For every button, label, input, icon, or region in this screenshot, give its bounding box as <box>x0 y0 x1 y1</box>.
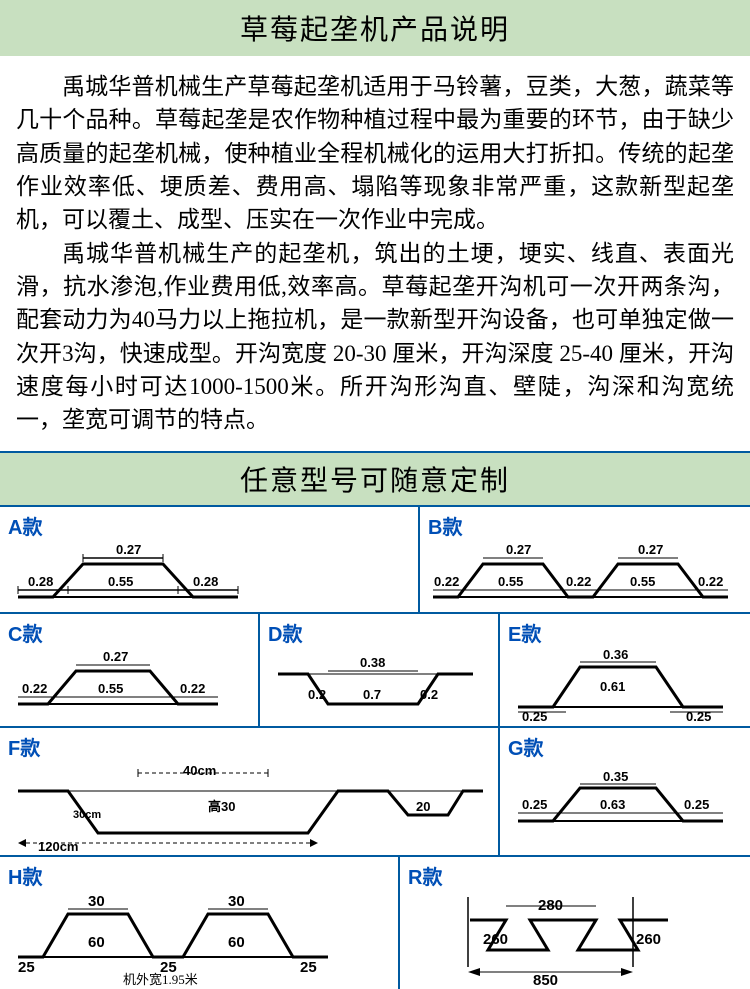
svg-text:0.55: 0.55 <box>98 681 123 696</box>
svg-text:0.27: 0.27 <box>103 649 128 664</box>
svg-text:0.2: 0.2 <box>308 687 326 702</box>
model-r-diagram: 280 260 260 850 <box>408 892 738 987</box>
description-body: 禹城华普机械生产草莓起垄机适用于马铃薯，豆类，大葱，蔬菜等几十个品种。草莓起垄是… <box>0 56 750 451</box>
model-d-label: D款 <box>268 618 492 647</box>
svg-text:0.25: 0.25 <box>684 797 709 812</box>
svg-text:0.63: 0.63 <box>600 797 625 812</box>
svg-text:0.22: 0.22 <box>566 574 591 589</box>
svg-text:0.28: 0.28 <box>193 574 218 589</box>
svg-text:0.25: 0.25 <box>686 709 711 724</box>
svg-text:0.55: 0.55 <box>630 574 655 589</box>
model-f-diagram: 40cm 高30 30cm 20 120cm <box>8 763 488 853</box>
svg-text:40cm: 40cm <box>183 763 216 778</box>
svg-text:0.61: 0.61 <box>600 679 625 694</box>
svg-text:0.7: 0.7 <box>363 687 381 702</box>
svg-text:30: 30 <box>88 893 105 910</box>
paragraph-1: 禹城华普机械生产草莓起垄机适用于马铃薯，豆类，大葱，蔬菜等几十个品种。草莓起垄是… <box>16 70 734 237</box>
model-d-diagram: 0.38 0.2 0.7 0.2 <box>268 649 488 717</box>
cell-b: B款 0.27 0.27 0.22 0.55 0.22 0.55 0.22 <box>420 505 750 612</box>
model-b-diagram: 0.27 0.27 0.22 0.55 0.22 0.55 0.22 <box>428 542 738 610</box>
svg-text:30cm: 30cm <box>73 809 101 821</box>
subtitle: 任意型号可随意定制 <box>0 451 750 505</box>
model-f-label: F款 <box>8 732 492 761</box>
cell-g: G款 0.35 0.25 0.63 0.25 <box>500 726 750 855</box>
svg-text:25: 25 <box>300 959 317 976</box>
paragraph-2: 禹城华普机械生产的起垄机，筑出的土埂，埂实、线直、表面光滑，抗水渗泡,作业费用低… <box>16 237 734 437</box>
svg-text:30: 30 <box>228 893 245 910</box>
svg-text:0.55: 0.55 <box>108 574 133 589</box>
model-r-label: R款 <box>408 861 744 890</box>
svg-text:60: 60 <box>88 934 105 951</box>
svg-text:120cm: 120cm <box>38 839 78 853</box>
svg-text:0.22: 0.22 <box>434 574 459 589</box>
cell-r: R款 280 260 260 850 <box>400 855 750 989</box>
cell-f: F款 40cm 高30 30cm 20 120cm <box>0 726 500 855</box>
model-e-label: E款 <box>508 618 744 647</box>
svg-text:0.22: 0.22 <box>698 574 723 589</box>
svg-text:0.55: 0.55 <box>498 574 523 589</box>
svg-text:0.22: 0.22 <box>22 681 47 696</box>
svg-text:0.22: 0.22 <box>180 681 205 696</box>
svg-text:0.28: 0.28 <box>28 574 53 589</box>
svg-text:260: 260 <box>636 931 661 948</box>
model-g-diagram: 0.35 0.25 0.63 0.25 <box>508 763 738 838</box>
svg-text:高30: 高30 <box>208 799 235 814</box>
svg-text:0.38: 0.38 <box>360 655 385 670</box>
svg-text:0.36: 0.36 <box>603 649 628 662</box>
cell-c: C款 0.27 0.22 0.55 0.22 <box>0 612 260 726</box>
svg-text:0.27: 0.27 <box>116 542 141 557</box>
svg-text:0.2: 0.2 <box>420 687 438 702</box>
svg-text:机外宽1.95米: 机外宽1.95米 <box>123 972 198 987</box>
model-h-label: H款 <box>8 861 392 890</box>
svg-text:20: 20 <box>416 799 430 814</box>
svg-text:0.25: 0.25 <box>522 709 547 724</box>
cell-h: H款 30 30 60 60 25 25 25 机外宽1.95米 <box>0 855 400 989</box>
cell-d: D款 0.38 0.2 0.7 0.2 <box>260 612 500 726</box>
model-a-label: A款 <box>8 511 412 540</box>
svg-text:0.27: 0.27 <box>506 542 531 557</box>
page-title: 草莓起垄机产品说明 <box>0 0 750 56</box>
svg-text:0.27: 0.27 <box>638 542 663 557</box>
cell-a: A款 0.27 0.28 0.55 0.28 <box>0 505 420 612</box>
svg-text:850: 850 <box>533 972 558 987</box>
model-h-diagram: 30 30 60 60 25 25 25 机外宽1.95米 <box>8 892 388 987</box>
model-g-label: G款 <box>508 732 744 761</box>
cell-e: E款 0.36 0.61 0.25 0.25 <box>500 612 750 726</box>
svg-text:0.25: 0.25 <box>522 797 547 812</box>
model-c-label: C款 <box>8 618 252 647</box>
model-c-diagram: 0.27 0.22 0.55 0.22 <box>8 649 238 717</box>
svg-text:25: 25 <box>18 959 35 976</box>
svg-text:0.35: 0.35 <box>603 769 628 784</box>
model-grid: A款 0.27 0.28 0.55 0.28 B款 0.27 0.2 <box>0 505 750 989</box>
model-a-diagram: 0.27 0.28 0.55 0.28 <box>8 542 258 610</box>
svg-text:260: 260 <box>483 931 508 948</box>
model-e-diagram: 0.36 0.61 0.25 0.25 <box>508 649 738 724</box>
model-b-label: B款 <box>428 511 744 540</box>
svg-text:60: 60 <box>228 934 245 951</box>
